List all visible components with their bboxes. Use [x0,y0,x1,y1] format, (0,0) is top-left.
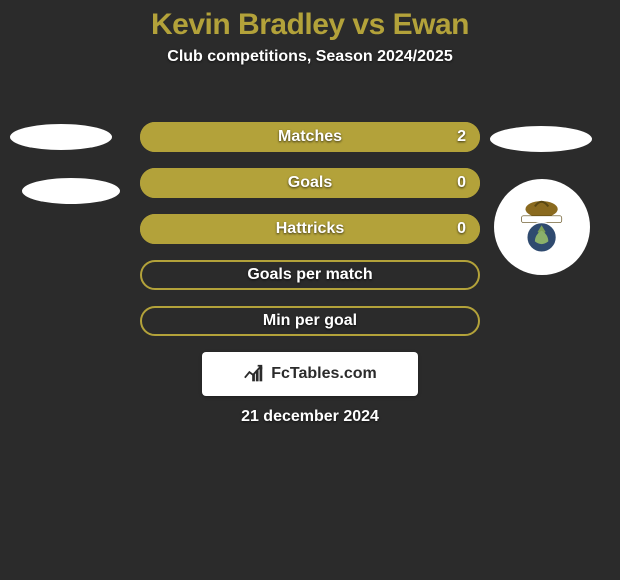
date-text: 21 december 2024 [0,408,620,426]
stat-bar-label: Goals per match [140,260,480,290]
stat-bar-row: Goals per match [140,260,480,290]
placeholder-oval [490,126,592,152]
club-crest [494,179,590,275]
comparison-bars: Matches2Goals0Hattricks0Goals per matchM… [140,122,480,352]
stat-bar-label: Matches [140,122,480,152]
bar-chart-icon [243,363,265,385]
stat-bar-value: 2 [457,122,466,152]
brand-text: FcTables.com [271,365,377,383]
stat-bar-row: Goals0 [140,168,480,198]
page-title: Kevin Bradley vs Ewan [0,0,620,42]
stat-bar-label: Goals [140,168,480,198]
stat-bar-row: Min per goal [140,306,480,336]
placeholder-oval [10,124,112,150]
stat-bar-row: Hattricks0 [140,214,480,244]
stat-bar-value: 0 [457,168,466,198]
stat-bar-label: Min per goal [140,306,480,336]
placeholder-oval [22,178,120,204]
stat-bar-value: 0 [457,214,466,244]
stat-bar-label: Hattricks [140,214,480,244]
stat-bar-row: Matches2 [140,122,480,152]
page-subtitle: Club competitions, Season 2024/2025 [0,48,620,66]
thistle-crest-icon [508,193,575,260]
brand-watermark: FcTables.com [202,352,418,396]
